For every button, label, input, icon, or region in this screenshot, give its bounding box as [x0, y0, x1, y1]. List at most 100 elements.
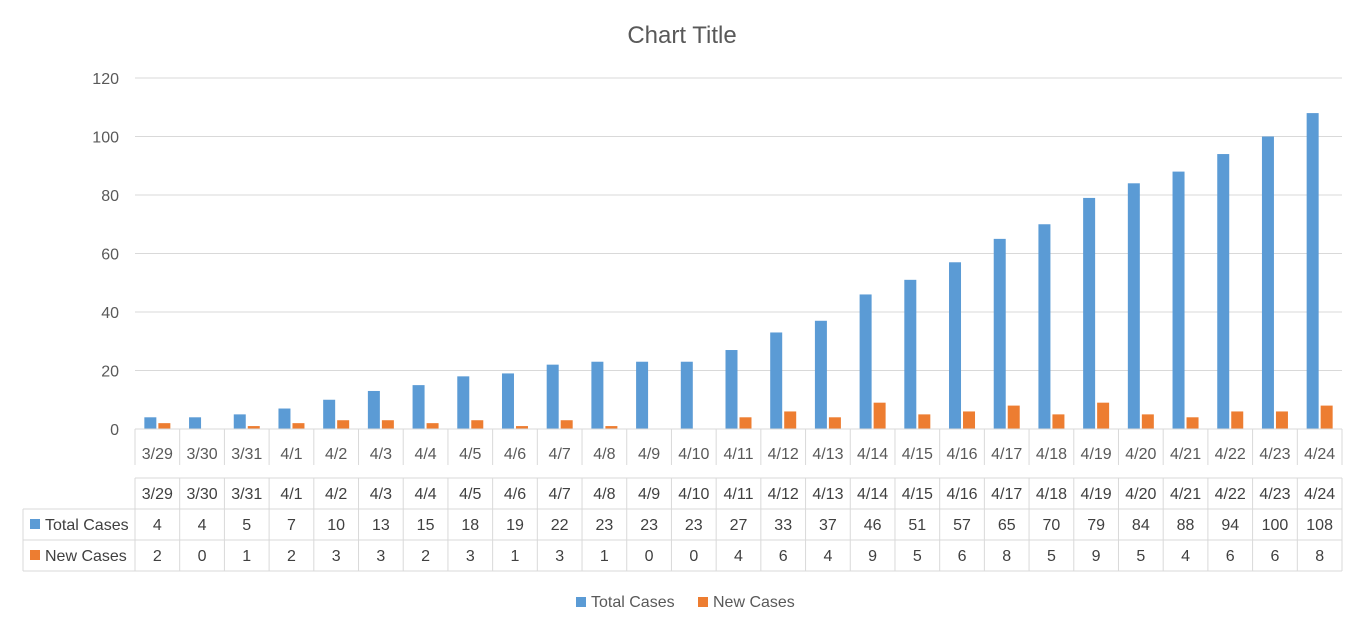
- x-tick-label: 4/1: [280, 446, 302, 463]
- table-value-cell: 2: [421, 548, 430, 565]
- table-value-cell: 5: [242, 517, 251, 534]
- table-value-cell: 4: [734, 548, 743, 565]
- y-axis-tick-labels: 0 20 40 60 80 100 120: [92, 71, 119, 439]
- bar-new-cases: [247, 426, 260, 429]
- bar-total-cases: [725, 350, 738, 429]
- table-value-cell: 13: [372, 517, 390, 534]
- x-tick-label: 4/2: [325, 446, 347, 463]
- bar-total-cases: [189, 417, 202, 429]
- x-tick-label: 4/7: [549, 446, 571, 463]
- legend-key: [698, 597, 708, 607]
- table-header-cell: 4/12: [768, 486, 799, 503]
- table-value-cell: 7: [287, 517, 296, 534]
- table-header-cell: 4/4: [414, 486, 436, 503]
- table-value-cell: 0: [198, 548, 207, 565]
- table-value-cell: 10: [327, 517, 345, 534]
- table-value-cell: 5: [1047, 548, 1056, 565]
- x-tick-label: 3/31: [231, 446, 262, 463]
- table-header-cell: 4/20: [1125, 486, 1156, 503]
- table-value-cell: 46: [864, 517, 882, 534]
- table-value-cell: 1: [242, 548, 251, 565]
- bar-new-cases: [873, 402, 886, 429]
- table-header-cell: 4/3: [370, 486, 392, 503]
- bar-new-cases: [1052, 414, 1065, 429]
- table-value-cell: 3: [332, 548, 341, 565]
- bar-new-cases: [1007, 405, 1020, 429]
- y-tick-label: 20: [101, 364, 119, 381]
- bar-new-cases: [337, 420, 350, 429]
- x-tick-label: 4/20: [1125, 446, 1156, 463]
- x-tick-label: 4/23: [1259, 446, 1290, 463]
- table-value-cell: 23: [685, 517, 703, 534]
- table-value-cell: 3: [555, 548, 564, 565]
- bar-total-cases: [1261, 136, 1274, 429]
- table-value-cell: 23: [595, 517, 613, 534]
- bar-new-cases: [1275, 411, 1288, 429]
- bar-total-cases: [323, 399, 336, 429]
- table-value-cell: 27: [730, 517, 748, 534]
- table-row-label: Total Cases: [45, 517, 129, 534]
- bar-new-cases: [828, 417, 841, 429]
- x-tick-label: 4/21: [1170, 446, 1201, 463]
- table-value-cell: 19: [506, 517, 524, 534]
- bar-total-cases: [904, 279, 917, 429]
- bar-new-cases: [158, 423, 171, 429]
- table-value-cell: 9: [1092, 548, 1101, 565]
- y-tick-label: 40: [101, 305, 119, 322]
- table-value-cell: 4: [823, 548, 832, 565]
- table-header-cell: 4/14: [857, 486, 888, 503]
- x-tick-label: 4/13: [812, 446, 843, 463]
- table-value-cell: 2: [153, 548, 162, 565]
- bar-total-cases: [1083, 197, 1096, 429]
- x-tick-label: 4/15: [902, 446, 933, 463]
- table-value-cell: 6: [1270, 548, 1279, 565]
- table-value-cell: 88: [1177, 517, 1195, 534]
- table-value-cell: 5: [1136, 548, 1145, 565]
- table-value-cell: 79: [1087, 517, 1105, 534]
- bar-total-cases: [278, 408, 291, 429]
- x-tick-label: 4/10: [678, 446, 709, 463]
- table-header-cell: 4/13: [812, 486, 843, 503]
- bar-total-cases: [1127, 183, 1140, 429]
- table-header-cell: 4/7: [549, 486, 571, 503]
- table-value-cell: 33: [774, 517, 792, 534]
- table-value-cell: 108: [1306, 517, 1333, 534]
- table-header-cell: 4/10: [678, 486, 709, 503]
- x-tick-label: 4/24: [1304, 446, 1335, 463]
- x-tick-label: 3/30: [186, 446, 217, 463]
- table-legend-key: [30, 550, 40, 560]
- x-tick-label: 4/11: [724, 446, 754, 463]
- x-tick-label: 4/3: [370, 446, 392, 463]
- table-value-cell: 0: [689, 548, 698, 565]
- table-header-cell: 4/24: [1304, 486, 1335, 503]
- bar-total-cases: [233, 414, 246, 429]
- table-value-cell: 1: [511, 548, 520, 565]
- bar-new-cases: [1141, 414, 1154, 429]
- bar-total-cases: [546, 364, 559, 429]
- table-header-cell: 4/21: [1170, 486, 1201, 503]
- table-header-cell: 4/1: [280, 486, 302, 503]
- bar-new-cases: [515, 426, 528, 429]
- bar-new-cases: [963, 411, 976, 429]
- table-header-cell: 4/16: [946, 486, 977, 503]
- bar-total-cases: [591, 361, 604, 429]
- legend-label: New Cases: [713, 594, 795, 611]
- table-header-cell: 3/31: [231, 486, 262, 503]
- table-value-cell: 6: [958, 548, 967, 565]
- table-header-cell: 4/17: [991, 486, 1022, 503]
- table-value-cell: 8: [1315, 548, 1324, 565]
- bar-new-cases: [1097, 402, 1110, 429]
- table-value-cell: 5: [913, 548, 922, 565]
- data-table: 3/29 3/30 3/31 4/1 4/2 4/3 4/4 4/5 4/6 4/7 4/8 4/9 4…: [22, 477, 1343, 572]
- table-value-cell: 65: [998, 517, 1016, 534]
- legend: Total Cases New Cases: [576, 594, 795, 611]
- table-header-cell: 4/15: [902, 486, 933, 503]
- bar-total-cases: [1217, 154, 1230, 430]
- table-value-cell: 0: [645, 548, 654, 565]
- table-value-cell: 8: [1002, 548, 1011, 565]
- x-tick-label: 4/16: [946, 446, 977, 463]
- table-header-cell: 4/19: [1081, 486, 1112, 503]
- y-tick-label: 100: [92, 130, 119, 147]
- bar-new-cases: [784, 411, 797, 429]
